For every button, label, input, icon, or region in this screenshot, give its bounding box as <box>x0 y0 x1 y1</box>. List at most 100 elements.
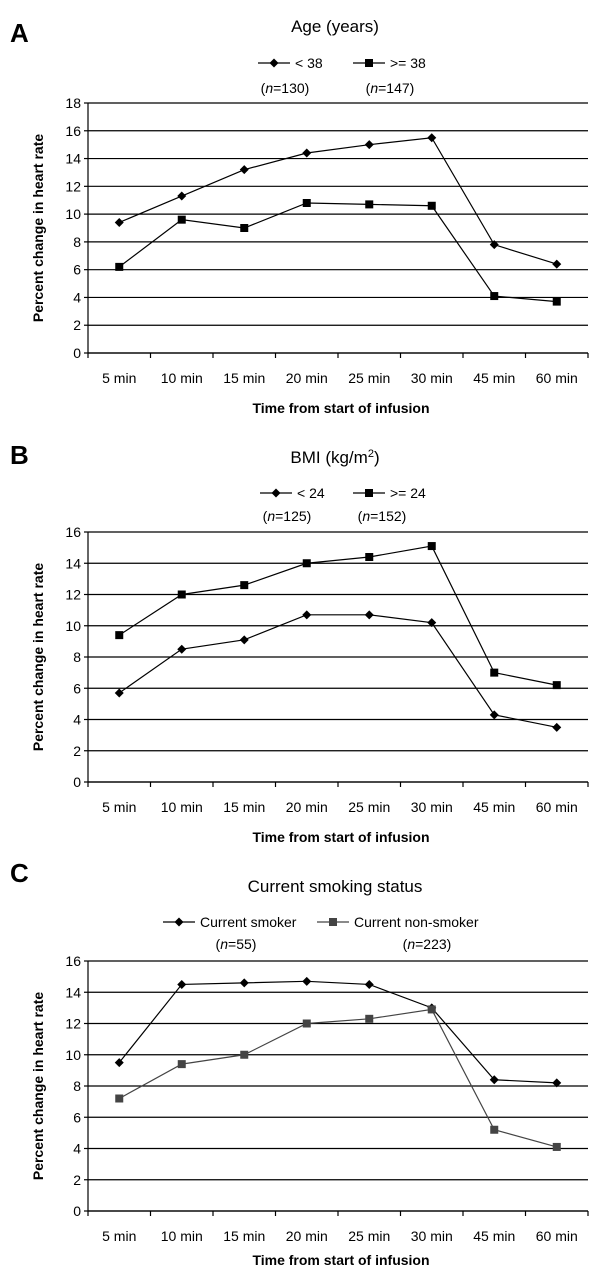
legend-marker-c-1 <box>329 918 337 926</box>
point-c-1-3 <box>302 1019 311 1028</box>
legend-n-b-0: (n=125) <box>263 508 312 524</box>
series-line-b-1 <box>118 545 557 686</box>
series-line-c-1 <box>118 1008 557 1148</box>
legend-n-c-0: (n=55) <box>216 936 257 952</box>
x-tick-label-a-0: 5 min <box>102 370 136 386</box>
x-tick-label-a-5: 30 min <box>411 370 453 386</box>
y-axis-label-a: Percent change in heart rate <box>30 134 46 323</box>
point-a-1-5 <box>427 201 436 210</box>
chart-title-c: Current smoking status <box>248 877 423 896</box>
series-line-b-0 <box>118 614 557 728</box>
point-a-0-4 <box>364 140 374 150</box>
point-b-0-6 <box>489 710 499 720</box>
y-tick-label-b-1: 2 <box>73 743 81 759</box>
y-tick-label-b-6: 12 <box>65 587 81 603</box>
point-a-0-0 <box>114 217 124 227</box>
legend-c: Current smoker Current non-smoker (n=55)… <box>163 914 479 952</box>
x-tick-label-a-1: 10 min <box>161 370 203 386</box>
legend-label-b-0: < 24 <box>297 485 325 501</box>
panel-b: B BMI (kg/m2) < 24 >= 24 (n=125) (n=152)… <box>10 440 589 845</box>
legend-marker-b-1 <box>365 489 373 497</box>
point-c-0-7 <box>552 1078 562 1088</box>
panel-letter-a: A <box>10 18 29 48</box>
x-axis-label-b: Time from start of infusion <box>252 829 429 845</box>
legend-n-a-1: (n=147) <box>366 80 415 96</box>
y-tick-label-b-2: 4 <box>73 712 81 728</box>
point-b-0-5 <box>427 618 437 628</box>
x-tick-label-c-0: 5 min <box>102 1228 136 1244</box>
point-a-0-3 <box>302 148 312 158</box>
plot-area-c: 0 2 4 6 8 10 12 14 16 5 min 10 min 15 min 20 min 25 m… <box>65 953 589 1244</box>
point-a-0-7 <box>552 259 562 269</box>
point-a-0-2 <box>239 165 249 175</box>
point-a-0-1 <box>177 191 187 201</box>
plot-area-b: 0 2 4 6 8 10 12 14 16 5 min 10 min 15 min 20 min 25 m… <box>65 524 589 815</box>
x-tick-label-a-6: 45 min <box>473 370 515 386</box>
point-b-1-6 <box>490 668 499 677</box>
point-a-0-5 <box>427 133 437 143</box>
legend-b: < 24 >= 24 (n=125) (n=152) <box>260 485 426 524</box>
y-tick-label-b-0: 0 <box>73 774 81 790</box>
legend-label-c-0: Current smoker <box>200 914 297 930</box>
y-tick-label-c-0: 0 <box>73 1203 81 1219</box>
series-line-a-0 <box>119 137 557 265</box>
panel-c: C Current smoking status Current smoker … <box>10 858 589 1268</box>
legend-label-a-0: < 38 <box>295 55 323 71</box>
x-tick-label-c-3: 20 min <box>286 1228 328 1244</box>
x-tick-label-b-1: 10 min <box>161 799 203 815</box>
panel-letter-b: B <box>10 440 29 470</box>
point-c-0-3 <box>302 976 312 986</box>
point-a-1-7 <box>552 297 561 306</box>
point-a-0-6 <box>489 240 499 250</box>
x-tick-label-a-4: 25 min <box>348 370 390 386</box>
x-tick-label-b-3: 20 min <box>286 799 328 815</box>
y-tick-label-b-5: 10 <box>65 618 81 634</box>
plot-area-a: 0 2 4 6 8 10 12 14 16 18 5 min 10 min 15 min 20 min 25… <box>65 95 589 386</box>
x-tick-label-a-3: 20 min <box>286 370 328 386</box>
point-b-1-0 <box>115 631 124 640</box>
series-line-c-0 <box>118 980 557 1084</box>
y-tick-label-b-3: 6 <box>73 680 81 696</box>
x-tick-label-c-6: 45 min <box>473 1228 515 1244</box>
legend-n-b-1: (n=152) <box>358 508 407 524</box>
point-c-1-7 <box>552 1142 561 1151</box>
y-tick-label-a-1: 2 <box>73 317 81 333</box>
y-tick-label-c-7: 14 <box>65 984 81 1000</box>
y-tick-label-a-6: 12 <box>65 178 81 194</box>
x-tick-label-c-5: 30 min <box>411 1228 453 1244</box>
y-tick-label-c-1: 2 <box>73 1172 81 1188</box>
x-tick-label-b-7: 60 min <box>536 799 578 815</box>
point-b-1-5 <box>427 542 436 551</box>
x-tick-label-c-2: 15 min <box>223 1228 265 1244</box>
point-c-1-2 <box>240 1050 249 1059</box>
point-c-1-1 <box>177 1060 186 1069</box>
point-c-1-5 <box>427 1005 436 1014</box>
y-axis-label-b: Percent change in heart rate <box>30 563 46 752</box>
point-a-1-0 <box>115 262 124 271</box>
y-tick-label-c-2: 4 <box>73 1141 81 1157</box>
legend-n-a-0: (n=130) <box>261 80 310 96</box>
y-tick-label-b-8: 16 <box>65 524 81 540</box>
legend-a: < 38 >= 38 (n=130) (n=147) <box>258 55 426 96</box>
y-tick-label-c-5: 10 <box>65 1047 81 1063</box>
y-tick-label-a-8: 16 <box>65 123 81 139</box>
point-a-1-1 <box>177 215 186 224</box>
x-axis-label-c: Time from start of infusion <box>252 1252 429 1268</box>
legend-marker-b-0 <box>271 488 281 498</box>
x-tick-label-c-7: 60 min <box>536 1228 578 1244</box>
y-tick-label-a-9: 18 <box>65 95 81 111</box>
x-tick-label-c-1: 10 min <box>161 1228 203 1244</box>
x-tick-label-c-4: 25 min <box>348 1228 390 1244</box>
y-tick-label-a-3: 6 <box>73 262 81 278</box>
point-c-0-6 <box>489 1075 499 1085</box>
point-a-1-3 <box>302 199 311 207</box>
point-b-1-7 <box>552 681 561 690</box>
y-tick-label-c-8: 16 <box>65 953 81 969</box>
y-tick-label-a-0: 0 <box>73 345 81 361</box>
point-b-0-0 <box>114 688 124 698</box>
point-c-1-4 <box>365 1014 374 1023</box>
point-b-0-1 <box>177 644 187 654</box>
x-tick-label-b-4: 25 min <box>348 799 390 815</box>
y-tick-label-c-3: 6 <box>73 1109 81 1125</box>
x-axis-label-a: Time from start of infusion <box>252 400 429 416</box>
